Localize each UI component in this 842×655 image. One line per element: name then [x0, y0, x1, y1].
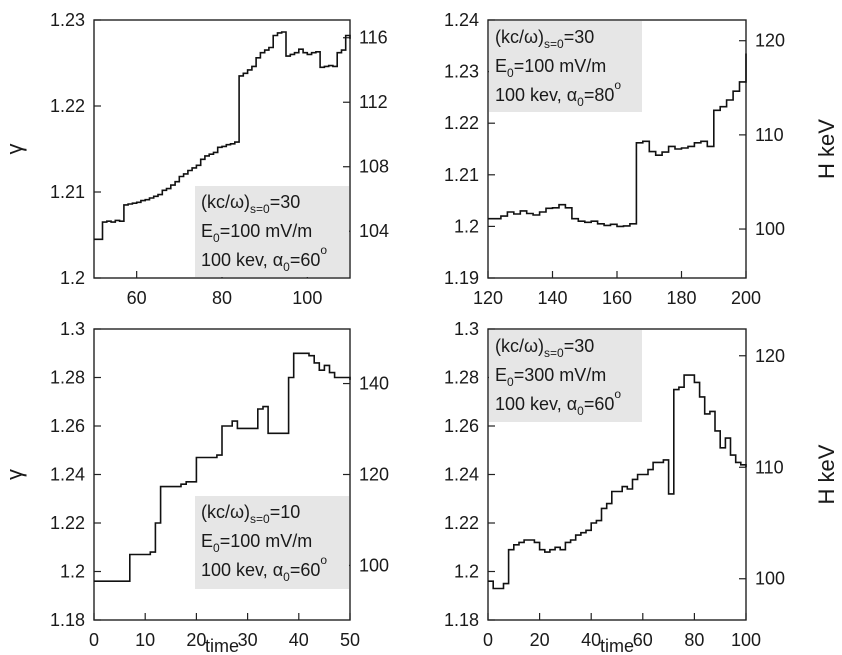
x-tick-label: 60	[633, 630, 653, 650]
chart-panel-1: 60 80 100 1.2 1.21 1.22 1.23 104 108 112 116 γ (kc/ω…	[2, 10, 389, 308]
y2-tick-label: 100	[755, 219, 785, 239]
y-tick-label: 1.22	[50, 96, 85, 116]
y-tick-label: 1.23	[50, 10, 85, 30]
y-tick-label: 1.2	[60, 268, 85, 288]
y2-tick-label: 108	[359, 157, 389, 177]
y-tick-label: 1.26	[444, 416, 479, 436]
y2-tick-label: 104	[359, 221, 389, 241]
y2-axis-title: H keV	[814, 444, 839, 504]
chart-panel-3: 0 10 20 30 40 50 1.18 1.2 1.22 1.24 1.26 1.28 1.3 100…	[2, 319, 389, 655]
x-tick-label: 0	[483, 630, 493, 650]
y2-tick-label: 100	[755, 569, 785, 589]
y-tick-label: 1.18	[444, 610, 479, 630]
annotation-line-3: 100 kev, α0=80o	[495, 78, 621, 109]
x-tick-label: 60	[127, 288, 147, 308]
series-line-1	[488, 374, 747, 590]
y-tick-label: 1.3	[60, 319, 85, 339]
y-tick-label: 1.21	[50, 182, 85, 202]
y2-tick-label: 100	[359, 555, 389, 575]
annotation-box	[489, 21, 642, 112]
series-line-1	[488, 53, 747, 228]
x-tick-label: 40	[581, 630, 601, 650]
annotation-line-3: 100 kev, α0=60o	[201, 243, 327, 274]
y-tick-label: 1.2	[60, 562, 85, 582]
annotation-line-1: (kc/ω)s=0=30	[201, 192, 300, 216]
y-tick-label: 1.23	[444, 62, 479, 82]
x-tick-label: 20	[186, 630, 206, 650]
x-tick-label: 200	[731, 288, 761, 308]
y2-axis-title: H keV	[814, 119, 839, 179]
annotation-line-1: (kc/ω)s=0=10	[201, 502, 300, 526]
annotation-box	[489, 330, 642, 422]
y-tick-label: 1.24	[444, 10, 479, 30]
x-tick-label: 140	[537, 288, 567, 308]
y-axis-title: γ	[2, 469, 27, 480]
y2-tick-label: 110	[755, 125, 784, 145]
x-tick-label: 50	[340, 630, 360, 650]
y2-tick-label: 120	[359, 465, 389, 485]
x-tick-label: 0	[89, 630, 99, 650]
x-tick-label: 160	[602, 288, 632, 308]
x-tick-label: 10	[135, 630, 155, 650]
y-tick-label: 1.18	[50, 610, 85, 630]
x-tick-label: 40	[289, 630, 309, 650]
x-tick-label: 100	[731, 630, 761, 650]
y2-tick-label: 110	[755, 457, 784, 477]
y2-tick-label: 140	[359, 374, 389, 394]
annotation-line-2: E0=100 mV/m	[201, 531, 312, 555]
chart-panel-2: 120 140 160 180 200 1.19 1.2 1.21 1.22 1.23 1.24 10…	[444, 10, 839, 308]
y-tick-label: 1.24	[444, 465, 479, 485]
x-tick-label: 180	[666, 288, 696, 308]
chart-panel-4: 0 20 40 60 80 100 1.18 1.2 1.22 1.24 1.26 1.28 1.3 10…	[444, 319, 839, 655]
y-tick-label: 1.2	[454, 562, 479, 582]
annotation-line-3: 100 kev, α0=60o	[495, 387, 621, 418]
y-tick-label: 1.19	[444, 268, 479, 288]
annotation-line-2: E0=100 mV/m	[495, 56, 606, 80]
y-tick-label: 1.24	[50, 465, 85, 485]
x-tick-label: 120	[473, 288, 503, 308]
y-tick-label: 1.22	[50, 513, 85, 533]
x-tick-label: 100	[292, 288, 322, 308]
y-tick-label: 1.2	[454, 216, 479, 236]
series-line-1	[94, 352, 351, 582]
series-line-1	[94, 31, 351, 241]
x-axis-title: time	[600, 636, 634, 655]
x-tick-label: 80	[684, 630, 704, 650]
x-tick-label: 80	[212, 288, 232, 308]
y-tick-label: 1.21	[444, 165, 479, 185]
annotation-box	[195, 186, 349, 277]
x-tick-label: 20	[530, 630, 550, 650]
annotation-box	[195, 496, 349, 589]
y-tick-label: 1.22	[444, 113, 479, 133]
y-tick-label: 1.28	[50, 368, 85, 388]
y-axis-title: γ	[2, 144, 27, 155]
y-tick-label: 1.28	[444, 368, 479, 388]
x-axis-title: time	[205, 636, 239, 655]
y2-tick-label: 112	[359, 92, 388, 112]
annotation-line-3: 100 kev, α0=60o	[201, 553, 327, 584]
y-tick-label: 1.3	[454, 319, 479, 339]
y2-tick-label: 120	[755, 31, 785, 51]
y-tick-label: 1.26	[50, 416, 85, 436]
y2-tick-label: 120	[755, 346, 785, 366]
annotation-line-2: E0=100 mV/m	[201, 221, 312, 245]
annotation-line-1: (kc/ω)s=0=30	[495, 336, 594, 360]
annotation-line-2: E0=300 mV/m	[495, 365, 606, 389]
annotation-line-1: (kc/ω)s=0=30	[495, 27, 594, 51]
x-tick-label: 30	[238, 630, 258, 650]
y2-tick-label: 116	[359, 28, 388, 48]
y-tick-label: 1.22	[444, 513, 479, 533]
